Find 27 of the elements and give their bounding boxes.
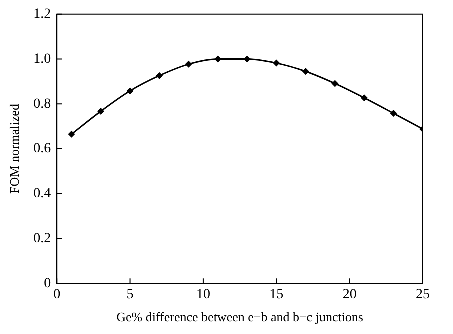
- point: [156, 72, 164, 80]
- y-tick-label: 0.4: [34, 186, 52, 202]
- point: [214, 56, 222, 63]
- x-tick-label: 5: [126, 288, 134, 303]
- y-tick-label: 0.6: [34, 142, 52, 157]
- y-tick-label: 1.2: [34, 7, 52, 22]
- point: [273, 60, 280, 67]
- x-tick-label: 15: [270, 288, 284, 303]
- x-tick-label: 25: [416, 288, 430, 303]
- point: [360, 94, 368, 102]
- point: [126, 88, 134, 95]
- y-tick-label: 1.0: [34, 52, 52, 67]
- x-tick-label: 0: [54, 288, 61, 303]
- point: [185, 60, 192, 68]
- point: [332, 80, 339, 88]
- point: [390, 110, 398, 118]
- point: [68, 130, 76, 138]
- x-axis-title: Ge% difference between e−b and b−c junctions: [116, 310, 364, 325]
- point: [98, 108, 105, 116]
- point: [244, 56, 251, 63]
- y-tick-label: 0.2: [34, 231, 52, 246]
- point: [302, 68, 310, 76]
- x-tick-label: 10: [196, 288, 210, 303]
- y-tick-label: 0: [44, 276, 52, 292]
- y-axis-title: FOM normalized: [7, 104, 22, 194]
- y-tick-label: 0.8: [34, 96, 52, 112]
- x-tick-label: 20: [342, 288, 357, 303]
